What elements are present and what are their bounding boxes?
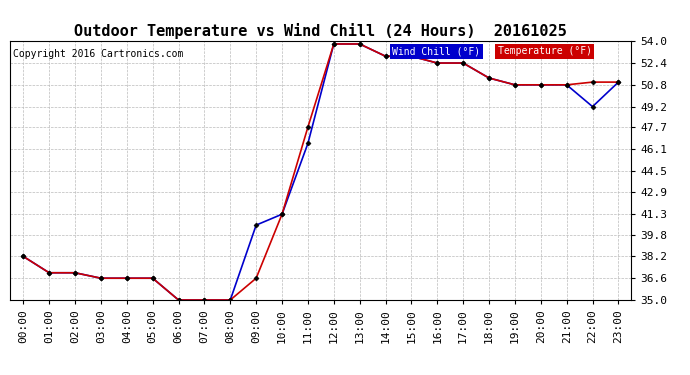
Text: Temperature (°F): Temperature (°F) [498,46,592,56]
Title: Outdoor Temperature vs Wind Chill (24 Hours)  20161025: Outdoor Temperature vs Wind Chill (24 Ho… [75,23,567,39]
Text: Copyright 2016 Cartronics.com: Copyright 2016 Cartronics.com [14,49,184,59]
Text: Wind Chill (°F): Wind Chill (°F) [393,46,480,56]
